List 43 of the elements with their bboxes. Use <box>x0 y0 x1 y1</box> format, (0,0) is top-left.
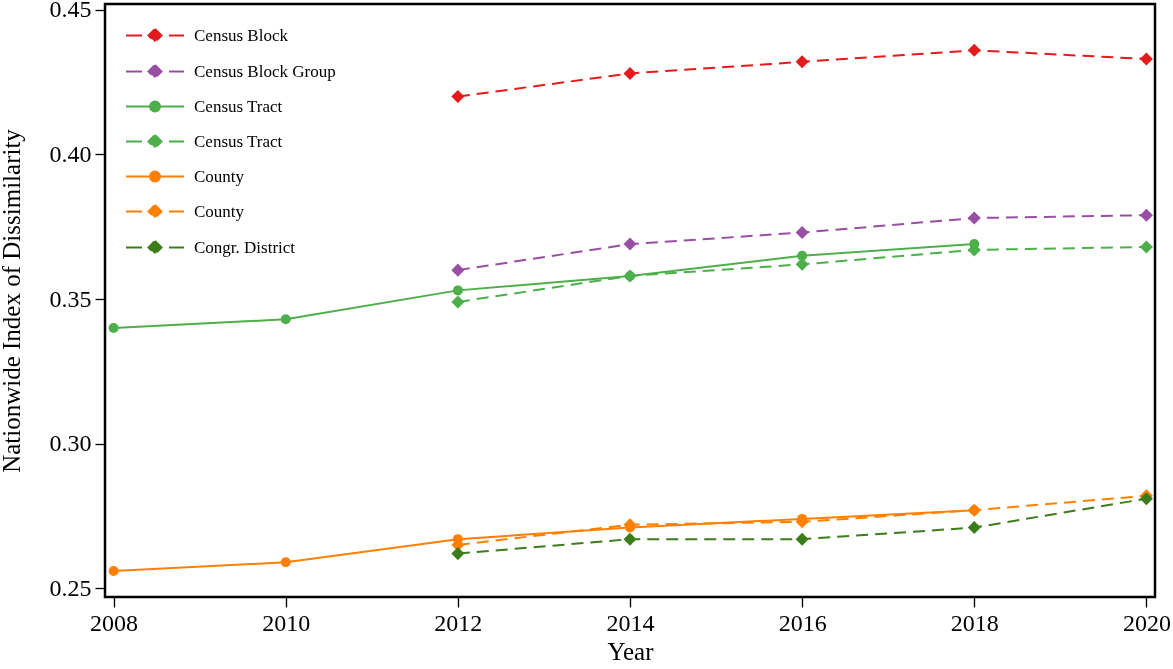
y-tick-label: 0.40 <box>49 140 92 167</box>
legend-label: Census Block Group <box>194 61 336 81</box>
point <box>451 547 465 561</box>
point <box>1139 208 1153 222</box>
point <box>280 314 291 325</box>
point <box>1139 240 1153 254</box>
x-tick-label: 2014 <box>606 609 655 636</box>
point <box>623 66 637 80</box>
x-tick-label: 2010 <box>262 609 311 636</box>
point <box>795 226 809 240</box>
point <box>108 322 119 333</box>
point <box>452 285 463 296</box>
point <box>451 295 465 309</box>
point <box>108 565 119 576</box>
legend-label: County <box>194 166 245 186</box>
point <box>280 557 291 568</box>
legend-label: Census Tract <box>194 131 283 151</box>
point <box>967 521 981 535</box>
legend-label: County <box>194 201 245 221</box>
x-tick-label: 2016 <box>778 609 827 636</box>
y-axis-title: Nationwide Index of Dissimilarity <box>0 128 25 473</box>
point <box>795 532 809 546</box>
legend-label: Congr. District <box>194 237 296 257</box>
x-tick-label: 2008 <box>90 609 139 636</box>
point <box>623 532 637 546</box>
point <box>451 90 465 104</box>
point <box>967 43 981 57</box>
y-tick-label: 0.25 <box>49 574 92 601</box>
y-tick-label: 0.35 <box>49 285 92 312</box>
x-tick-label: 2012 <box>434 609 483 636</box>
y-tick-label: 0.45 <box>49 0 92 23</box>
y-tick-label: 0.30 <box>49 430 92 457</box>
point <box>797 250 808 261</box>
x-tick-label: 2018 <box>950 609 999 636</box>
x-axis-title: Year <box>607 637 655 665</box>
legend-label: Census Block <box>194 25 289 45</box>
point <box>451 263 465 277</box>
point <box>795 55 809 69</box>
point <box>1139 52 1153 66</box>
point <box>623 237 637 251</box>
x-tick-label: 2020 <box>1122 609 1171 636</box>
legend-label: Census Tract <box>194 96 283 116</box>
point <box>967 211 981 225</box>
